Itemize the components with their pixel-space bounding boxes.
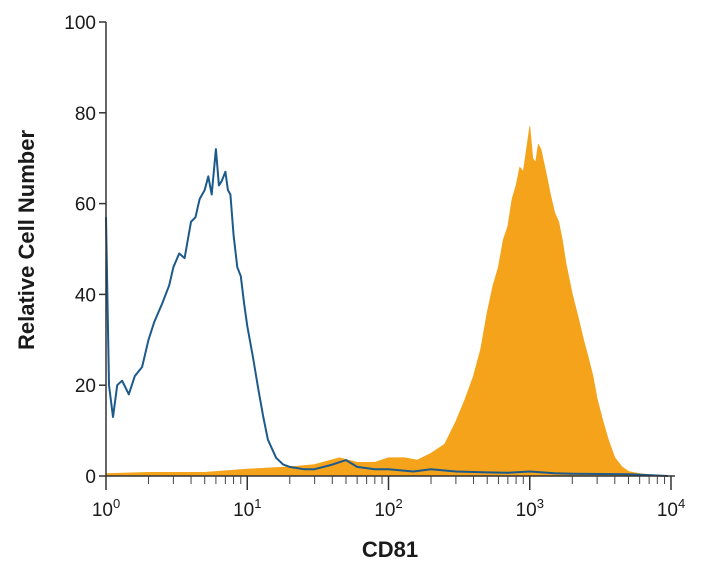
x-tick-label: 103 bbox=[516, 496, 544, 521]
x-axis-title: CD81 bbox=[362, 537, 418, 562]
x-axis-ticks: 100 101 102 103 104 bbox=[92, 476, 685, 521]
y-tick-label: 100 bbox=[64, 13, 96, 34]
series-layer bbox=[105, 126, 668, 477]
y-axis-title: Relative Cell Number bbox=[14, 130, 39, 351]
x-tick-label: 100 bbox=[92, 496, 120, 521]
x-tick-label: 104 bbox=[657, 496, 685, 521]
x-tick-label: 102 bbox=[374, 496, 402, 521]
y-tick-label: 0 bbox=[85, 467, 96, 488]
x-tick-label: 101 bbox=[233, 496, 261, 521]
y-tick-label: 40 bbox=[75, 285, 96, 306]
y-tick-label: 60 bbox=[75, 195, 96, 216]
y-tick-label: 20 bbox=[75, 376, 96, 397]
isotype-control-histogram bbox=[105, 148, 668, 477]
y-axis-ticks: 0 20 40 60 80 100 bbox=[64, 13, 106, 488]
cd81-stained-histogram bbox=[105, 126, 668, 477]
y-tick-label: 80 bbox=[75, 104, 96, 125]
